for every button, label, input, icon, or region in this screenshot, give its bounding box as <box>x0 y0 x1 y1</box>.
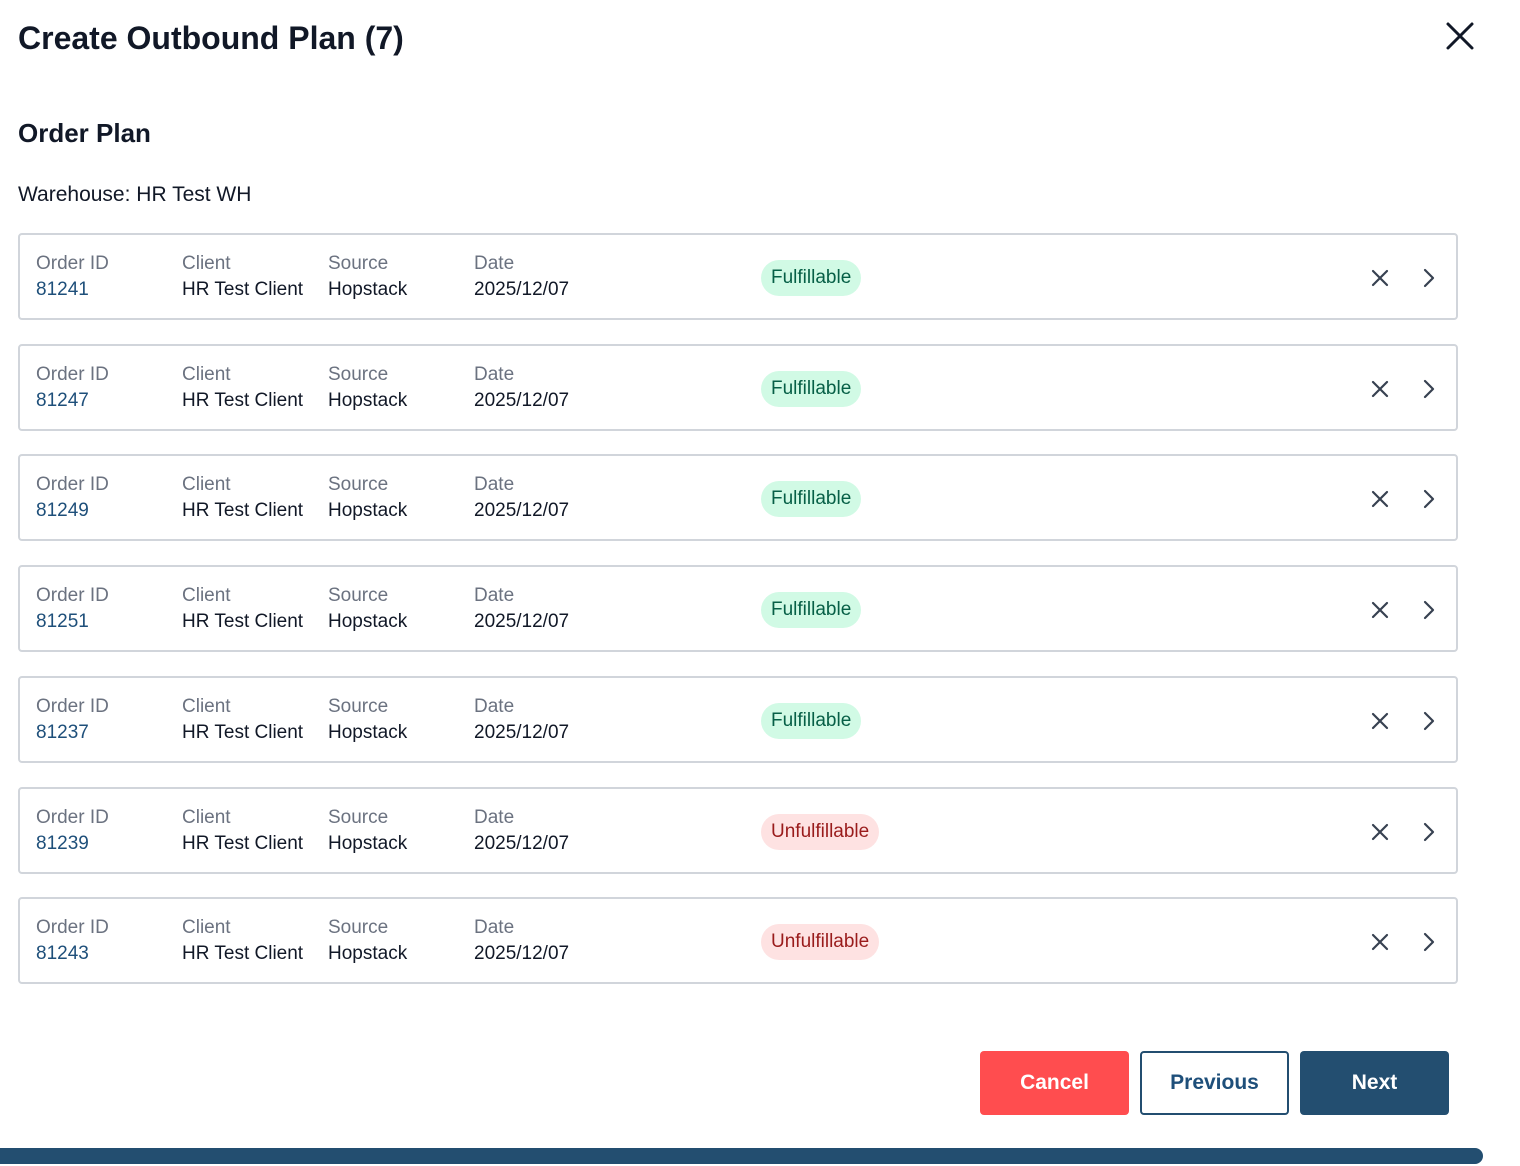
field-value: Hopstack <box>328 279 408 300</box>
order-row: Order ID 81249 Client HR Test Client Source H… <box>18 454 1458 542</box>
field-label: Order ID <box>36 363 109 385</box>
field-value[interactable]: 81239 <box>36 832 89 854</box>
field-label: Source <box>328 806 389 828</box>
field-value: HR Test Client <box>182 832 304 854</box>
field-value: Hopstack <box>328 721 408 743</box>
field-label: Client <box>182 806 231 828</box>
field-value: Hopstack <box>328 611 408 633</box>
expand-button[interactable] <box>1415 265 1441 291</box>
order-row: Order ID 81247 Client HR Test Client Source H… <box>18 343 1458 431</box>
field-label: Order ID <box>36 253 109 274</box>
field-label: Client <box>182 695 231 717</box>
section-title: Order Plan <box>18 118 151 148</box>
field-value: HR Test Client <box>182 943 304 965</box>
close-button[interactable] <box>1440 16 1480 56</box>
order-row: Order ID 81239 Client HR Test Client Source H… <box>18 786 1458 874</box>
expand-button[interactable] <box>1415 708 1441 734</box>
field-value: 2025/12/07 <box>474 500 570 522</box>
field-value[interactable]: 81251 <box>36 611 89 633</box>
expand-button[interactable] <box>1415 929 1441 955</box>
status-badge: Fulfillable <box>761 702 862 739</box>
field-label: Client <box>182 917 231 939</box>
field-value: 2025/12/07 <box>474 832 570 854</box>
order-row: Order ID 81243 Client HR Test Client Source H… <box>18 897 1458 985</box>
field-label: Order ID <box>36 585 109 607</box>
field-value: Hopstack <box>328 389 408 411</box>
field-value[interactable]: 81237 <box>36 721 89 743</box>
field-value: HR Test Client <box>182 721 304 743</box>
expand-button[interactable] <box>1415 819 1441 845</box>
field-value: 2025/12/07 <box>474 721 570 743</box>
field-value: HR Test Client <box>182 389 304 411</box>
expand-button[interactable] <box>1415 376 1441 402</box>
expand-button[interactable] <box>1415 597 1441 623</box>
order-row: Order ID 81251 Client HR Test Client Source H… <box>18 565 1458 653</box>
status-badge: Fulfillable <box>761 370 862 407</box>
field-label: Date <box>474 585 515 607</box>
modal-title: Create Outbound Plan (7) <box>18 20 404 56</box>
field-value: HR Test Client <box>182 279 304 300</box>
field-value: 2025/12/07 <box>474 611 570 633</box>
remove-button[interactable] <box>1367 819 1393 845</box>
field-value[interactable]: 81243 <box>36 943 89 965</box>
field-value[interactable]: 81249 <box>36 500 89 522</box>
field-label: Order ID <box>36 474 109 496</box>
status-badge: Unfulfillable <box>761 813 880 850</box>
field-label: Client <box>182 253 231 274</box>
field-label: Source <box>328 695 389 717</box>
field-label: Client <box>182 474 231 496</box>
order-row: Order ID 81237 Client HR Test Client Source H… <box>18 675 1458 763</box>
field-value[interactable]: 81241 <box>36 279 89 300</box>
order-row: Order ID 81241 Client HR Test Client Source H… <box>18 233 1458 320</box>
remove-button[interactable] <box>1367 376 1393 402</box>
field-label: Source <box>328 474 389 496</box>
field-label: Order ID <box>36 806 109 828</box>
field-value: Hopstack <box>328 943 408 965</box>
field-label: Client <box>182 585 231 607</box>
field-label: Date <box>474 474 515 496</box>
field-label: Date <box>474 917 515 939</box>
field-label: Source <box>328 917 389 939</box>
status-badge: Fulfillable <box>761 260 862 296</box>
field-label: Order ID <box>36 917 109 939</box>
field-label: Source <box>328 363 389 385</box>
field-label: Order ID <box>36 695 109 717</box>
field-label: Date <box>474 695 515 717</box>
next-button[interactable]: Next <box>1300 1051 1449 1115</box>
remove-button[interactable] <box>1367 265 1393 291</box>
remove-button[interactable] <box>1367 708 1393 734</box>
field-label: Date <box>474 253 515 274</box>
previous-button[interactable]: Previous <box>1140 1051 1289 1115</box>
field-label: Source <box>328 253 389 274</box>
status-badge: Fulfillable <box>761 592 862 629</box>
warehouse: Warehouse: HR Test WH <box>18 183 252 206</box>
field-value: HR Test Client <box>182 611 304 633</box>
cancel-button[interactable]: Cancel <box>980 1051 1129 1115</box>
remove-button[interactable] <box>1367 486 1393 512</box>
field-value: 2025/12/07 <box>474 943 570 965</box>
progress-bar <box>0 1148 1483 1164</box>
field-value: 2025/12/07 <box>474 389 570 411</box>
expand-button[interactable] <box>1415 486 1441 512</box>
field-label: Date <box>474 363 515 385</box>
status-badge: Fulfillable <box>761 481 862 518</box>
field-label: Client <box>182 363 231 385</box>
field-value: Hopstack <box>328 500 408 522</box>
field-value[interactable]: 81247 <box>36 389 89 411</box>
remove-button[interactable] <box>1367 929 1393 955</box>
status-badge: Unfulfillable <box>761 924 880 961</box>
remove-button[interactable] <box>1367 597 1393 623</box>
field-value: 2025/12/07 <box>474 279 570 300</box>
field-value: HR Test Client <box>182 500 304 522</box>
field-label: Date <box>474 806 515 828</box>
field-value: Hopstack <box>328 832 408 854</box>
field-label: Source <box>328 585 389 607</box>
